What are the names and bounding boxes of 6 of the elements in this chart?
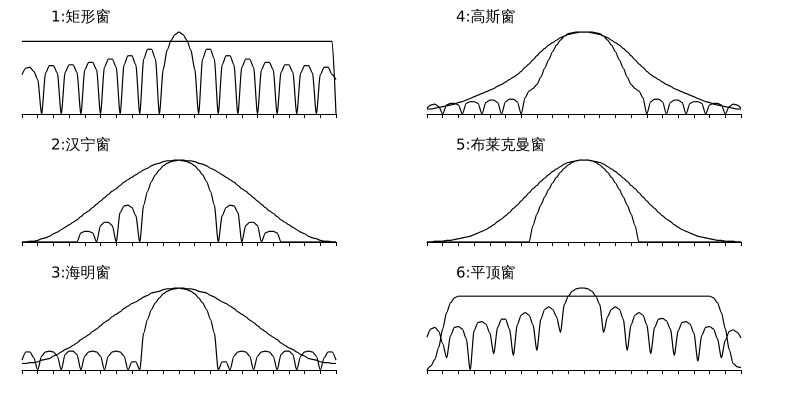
chart-title: 5:布莱克曼窗 <box>456 136 546 154</box>
chart-title: 2:汉宁窗 <box>51 136 111 154</box>
chart-title: 4:高斯窗 <box>456 8 516 26</box>
chart-title: 6:平顶窗 <box>456 264 516 282</box>
chart-title: 1:矩形窗 <box>51 8 111 26</box>
chart-title: 3:海明窗 <box>51 264 111 282</box>
